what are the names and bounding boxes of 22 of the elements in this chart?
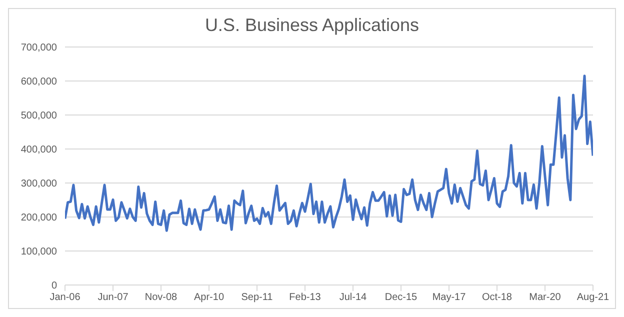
x-tick-label: Feb-13: [289, 292, 322, 304]
x-tick-label: Jan-06: [50, 292, 81, 304]
x-tick-label: Nov-08: [144, 292, 178, 304]
y-tick-label: 300,000: [20, 178, 58, 190]
chart-title: U.S. Business Applications: [204, 14, 420, 37]
x-tick-label: Jun-07: [98, 292, 129, 304]
x-tick-label: Jul-14: [339, 292, 368, 304]
x-tick-label: May-17: [432, 292, 466, 304]
y-tick-label: 100,000: [20, 246, 58, 258]
y-tick-label: 500,000: [20, 110, 58, 122]
y-tick-label: 0: [51, 280, 58, 292]
y-tick-label: 400,000: [20, 144, 58, 156]
x-tick-label: Mar-20: [529, 292, 562, 304]
x-tick-label: Sep-11: [241, 292, 274, 304]
y-tick-label: 700,000: [20, 42, 58, 54]
x-tick-label: Oct-18: [482, 292, 512, 304]
x-tick-label: Dec-15: [384, 292, 418, 304]
x-tick-label: Apr-10: [194, 292, 224, 304]
line-series: [65, 74, 593, 232]
y-tick-label: 200,000: [20, 212, 58, 224]
y-tick-label: 600,000: [20, 76, 58, 88]
x-tick-label: Aug-21: [576, 292, 610, 304]
